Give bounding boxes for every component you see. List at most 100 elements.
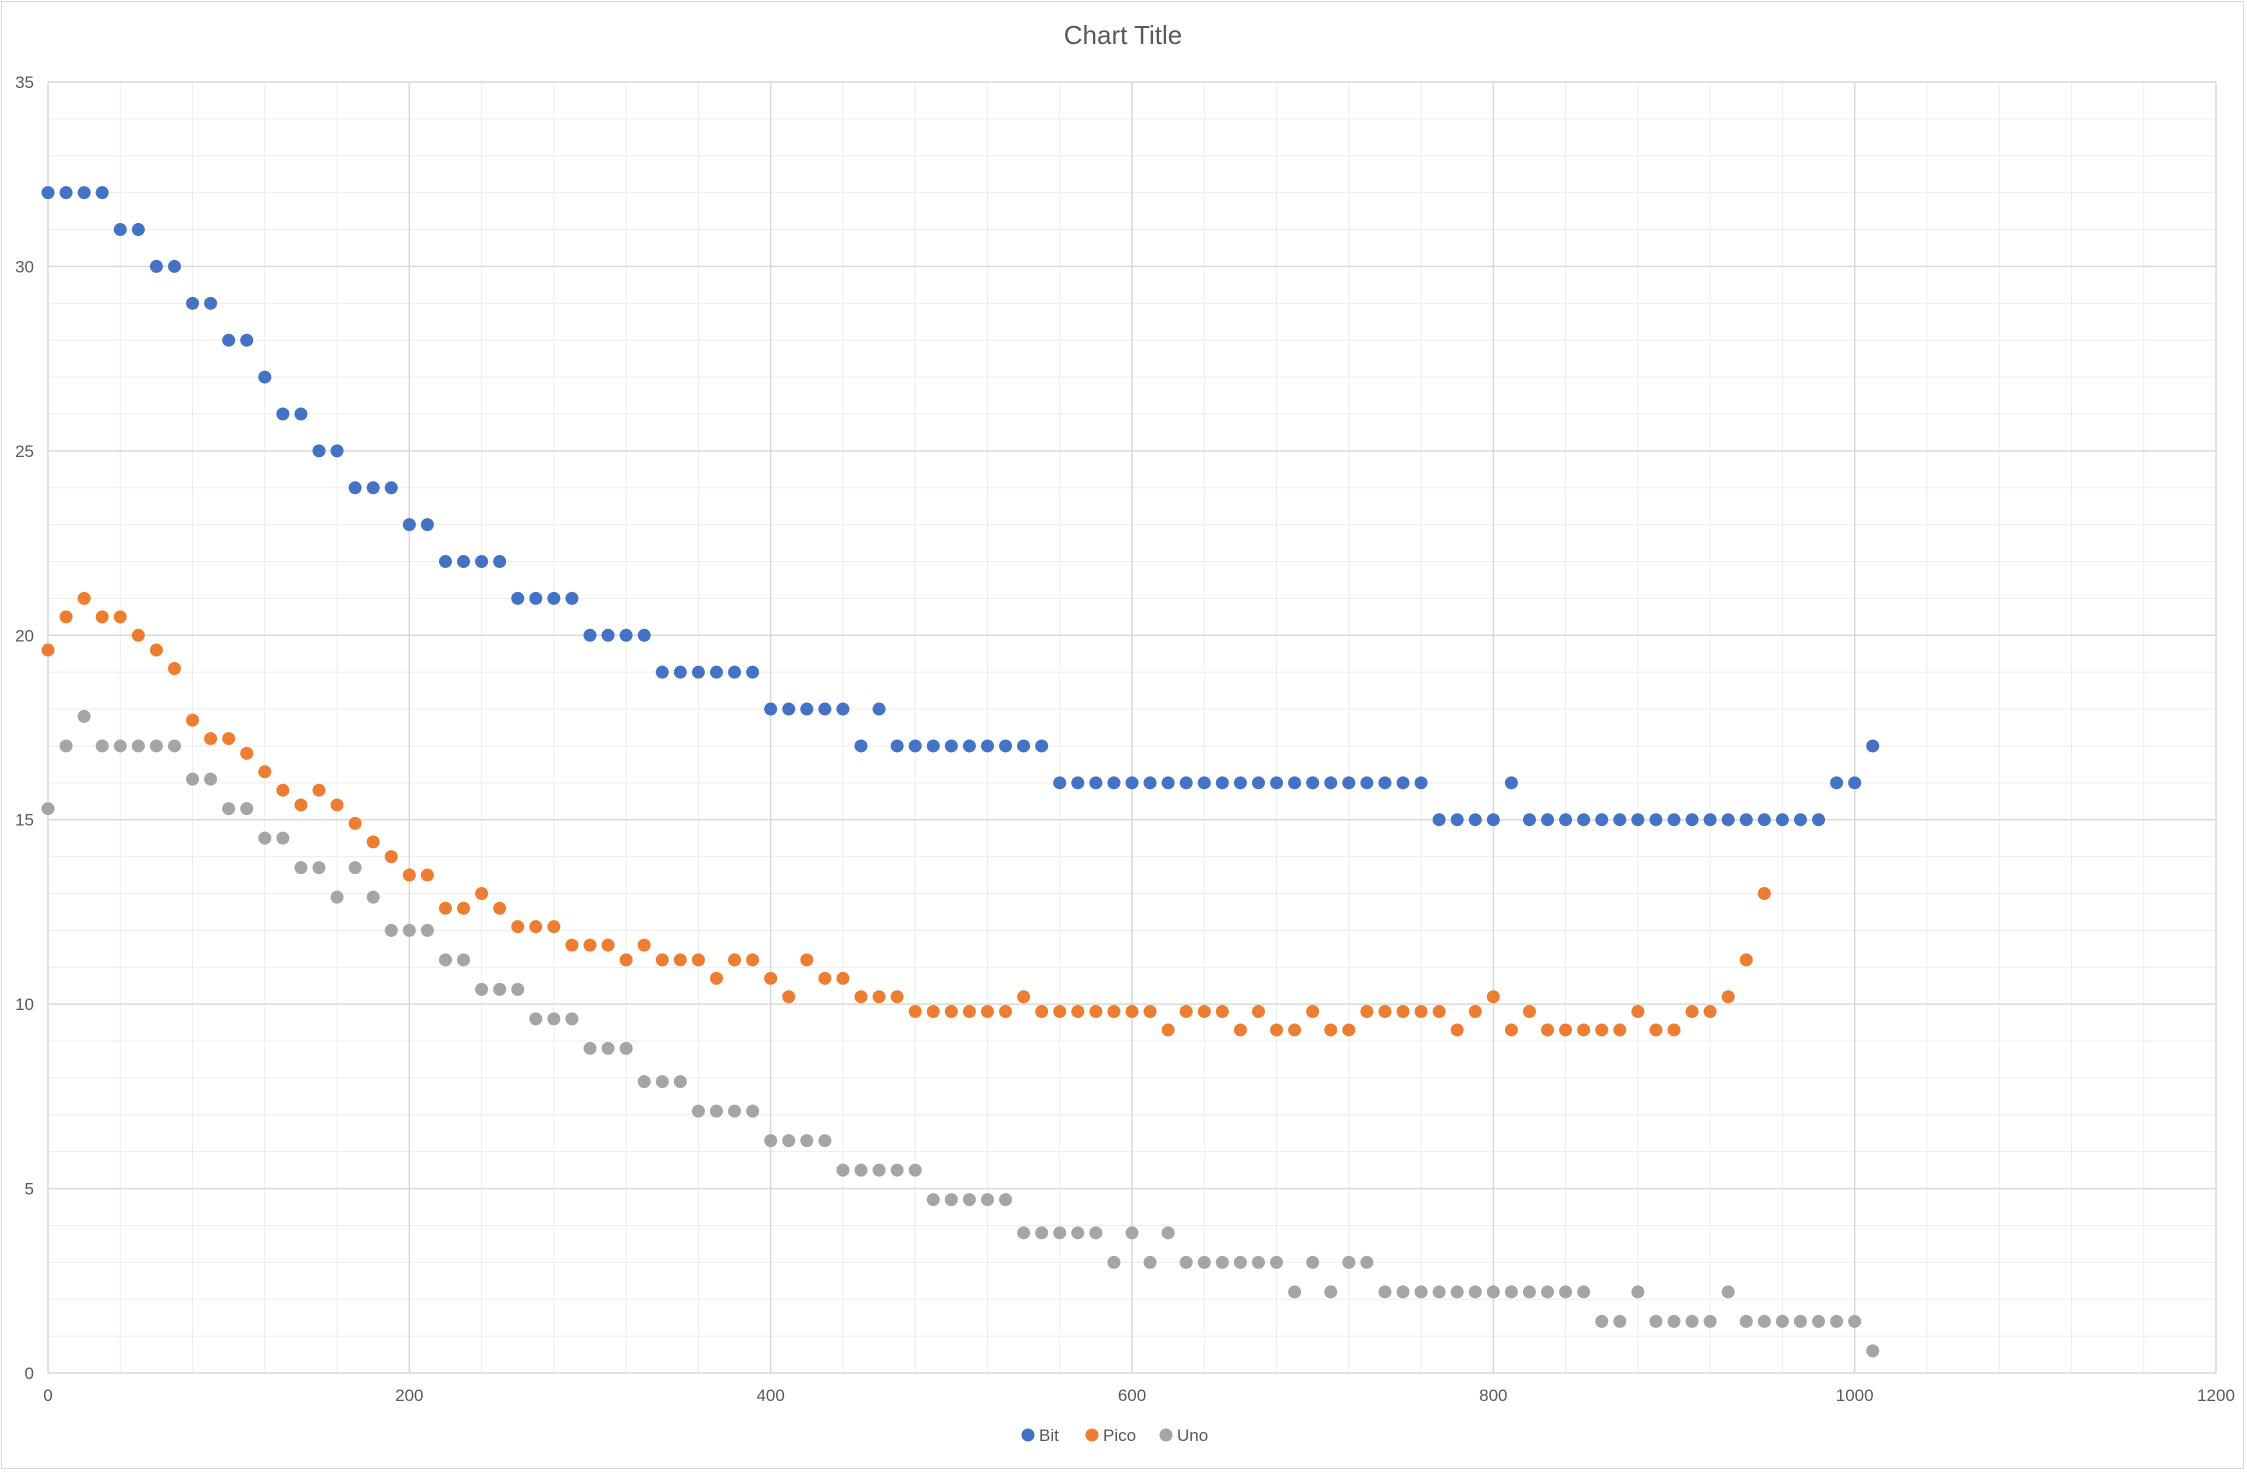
data-point-bit bbox=[366, 481, 380, 495]
data-point-uno bbox=[167, 739, 181, 753]
data-point-pico bbox=[1739, 953, 1753, 967]
data-point-pico bbox=[1450, 1023, 1464, 1037]
data-point-uno bbox=[1378, 1285, 1392, 1299]
data-point-bit bbox=[1288, 776, 1302, 790]
data-point-pico bbox=[728, 953, 742, 967]
data-point-pico bbox=[1161, 1023, 1175, 1037]
data-point-uno bbox=[1793, 1314, 1807, 1328]
data-point-pico bbox=[1306, 1005, 1320, 1019]
y-tick-label: 0 bbox=[25, 1364, 34, 1383]
data-point-bit bbox=[1775, 813, 1789, 827]
data-point-uno bbox=[691, 1104, 705, 1118]
data-point-uno bbox=[1324, 1285, 1338, 1299]
data-point-bit bbox=[131, 223, 145, 237]
data-point-pico bbox=[438, 901, 452, 915]
data-point-uno bbox=[1613, 1314, 1627, 1328]
data-point-uno bbox=[1468, 1285, 1482, 1299]
data-point-pico bbox=[1125, 1005, 1139, 1019]
data-point-pico bbox=[186, 713, 200, 727]
data-point-pico bbox=[1396, 1005, 1410, 1019]
data-point-uno bbox=[457, 953, 471, 967]
data-point-bit bbox=[1089, 776, 1103, 790]
data-point-uno bbox=[1739, 1314, 1753, 1328]
data-point-uno bbox=[728, 1104, 742, 1118]
legend-marker bbox=[1159, 1428, 1173, 1442]
data-point-bit bbox=[1541, 813, 1555, 827]
data-point-pico bbox=[258, 765, 272, 779]
data-point-pico bbox=[1649, 1023, 1663, 1037]
data-point-pico bbox=[1143, 1005, 1157, 1019]
data-point-bit bbox=[1233, 776, 1247, 790]
data-point-bit bbox=[41, 186, 55, 200]
data-point-bit bbox=[1143, 776, 1157, 790]
data-point-pico bbox=[1577, 1023, 1591, 1037]
y-tick-label: 5 bbox=[25, 1180, 34, 1199]
data-point-bit bbox=[77, 186, 91, 200]
data-point-uno bbox=[1559, 1285, 1573, 1299]
data-point-uno bbox=[1414, 1285, 1428, 1299]
legend-item-pico: Pico bbox=[1085, 1426, 1136, 1445]
data-point-uno bbox=[59, 739, 73, 753]
data-point-bit bbox=[529, 591, 543, 605]
data-point-uno bbox=[1107, 1255, 1121, 1269]
data-point-uno bbox=[113, 739, 127, 753]
data-point-uno bbox=[547, 1012, 561, 1026]
data-point-pico bbox=[800, 953, 814, 967]
data-point-bit bbox=[764, 702, 778, 716]
data-point-bit bbox=[854, 739, 868, 753]
data-point-pico bbox=[1179, 1005, 1193, 1019]
data-point-uno bbox=[511, 982, 525, 996]
data-point-pico bbox=[167, 661, 181, 675]
data-point-bit bbox=[457, 555, 471, 569]
data-point-bit bbox=[1125, 776, 1139, 790]
data-point-uno bbox=[330, 890, 344, 904]
data-point-uno bbox=[1215, 1255, 1229, 1269]
data-point-bit bbox=[926, 739, 940, 753]
data-point-uno bbox=[1541, 1285, 1555, 1299]
data-point-uno bbox=[366, 890, 380, 904]
data-point-pico bbox=[1035, 1005, 1049, 1019]
data-point-bit bbox=[709, 665, 723, 679]
series-pico bbox=[41, 591, 1771, 1037]
data-point-bit bbox=[294, 407, 308, 421]
data-point-uno bbox=[204, 772, 218, 786]
data-point-bit bbox=[583, 628, 597, 642]
data-point-bit bbox=[908, 739, 922, 753]
data-point-uno bbox=[149, 739, 163, 753]
data-point-pico bbox=[475, 886, 489, 900]
data-point-uno bbox=[764, 1134, 778, 1148]
data-point-pico bbox=[547, 920, 561, 934]
data-point-uno bbox=[384, 923, 398, 937]
data-point-pico bbox=[240, 746, 254, 760]
series-bit bbox=[41, 186, 1880, 827]
data-point-uno bbox=[980, 1193, 994, 1207]
data-point-uno bbox=[655, 1075, 669, 1089]
data-point-bit bbox=[1468, 813, 1482, 827]
data-point-uno bbox=[1866, 1344, 1880, 1358]
data-point-pico bbox=[1685, 1005, 1699, 1019]
data-point-pico bbox=[908, 1005, 922, 1019]
data-point-uno bbox=[1812, 1314, 1826, 1328]
data-point-pico bbox=[511, 920, 525, 934]
data-point-uno bbox=[1432, 1285, 1446, 1299]
data-point-pico bbox=[1107, 1005, 1121, 1019]
y-tick-label: 20 bbox=[15, 626, 34, 645]
data-point-bit bbox=[1595, 813, 1609, 827]
data-point-uno bbox=[1233, 1255, 1247, 1269]
data-point-bit bbox=[1721, 813, 1735, 827]
data-point-bit bbox=[1649, 813, 1663, 827]
data-point-bit bbox=[95, 186, 109, 200]
data-point-bit bbox=[637, 628, 651, 642]
data-point-pico bbox=[583, 938, 597, 952]
data-point-pico bbox=[1017, 990, 1031, 1004]
data-point-bit bbox=[511, 591, 525, 605]
data-point-pico bbox=[818, 971, 832, 985]
data-point-bit bbox=[1504, 776, 1518, 790]
data-point-pico bbox=[294, 798, 308, 812]
y-tick-label: 25 bbox=[15, 442, 34, 461]
data-point-pico bbox=[1414, 1005, 1428, 1019]
legend-item-uno: Uno bbox=[1159, 1426, 1208, 1445]
data-point-bit bbox=[728, 665, 742, 679]
data-point-bit bbox=[167, 259, 181, 273]
data-point-uno bbox=[583, 1041, 597, 1055]
